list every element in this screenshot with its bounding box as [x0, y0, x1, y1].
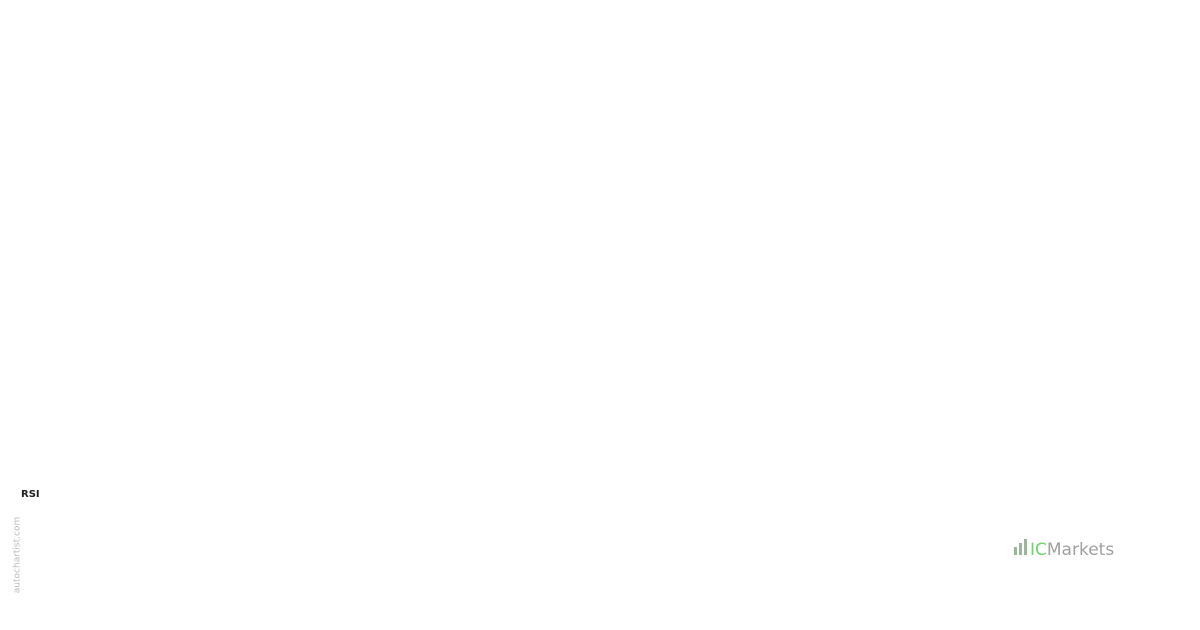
- watermark-bar: [1019, 543, 1022, 555]
- watermark: ICMarkets: [1014, 539, 1114, 560]
- watermark-rest: Markets: [1047, 540, 1114, 560]
- rsi-label: RSI: [21, 489, 40, 500]
- watermark-bar: [1024, 539, 1027, 555]
- watermark-bar: [1014, 547, 1017, 555]
- source-label: autochartist.com: [13, 517, 23, 593]
- svg-text:ICMarkets: ICMarkets: [1030, 540, 1114, 560]
- watermark-brand: IC: [1030, 540, 1047, 560]
